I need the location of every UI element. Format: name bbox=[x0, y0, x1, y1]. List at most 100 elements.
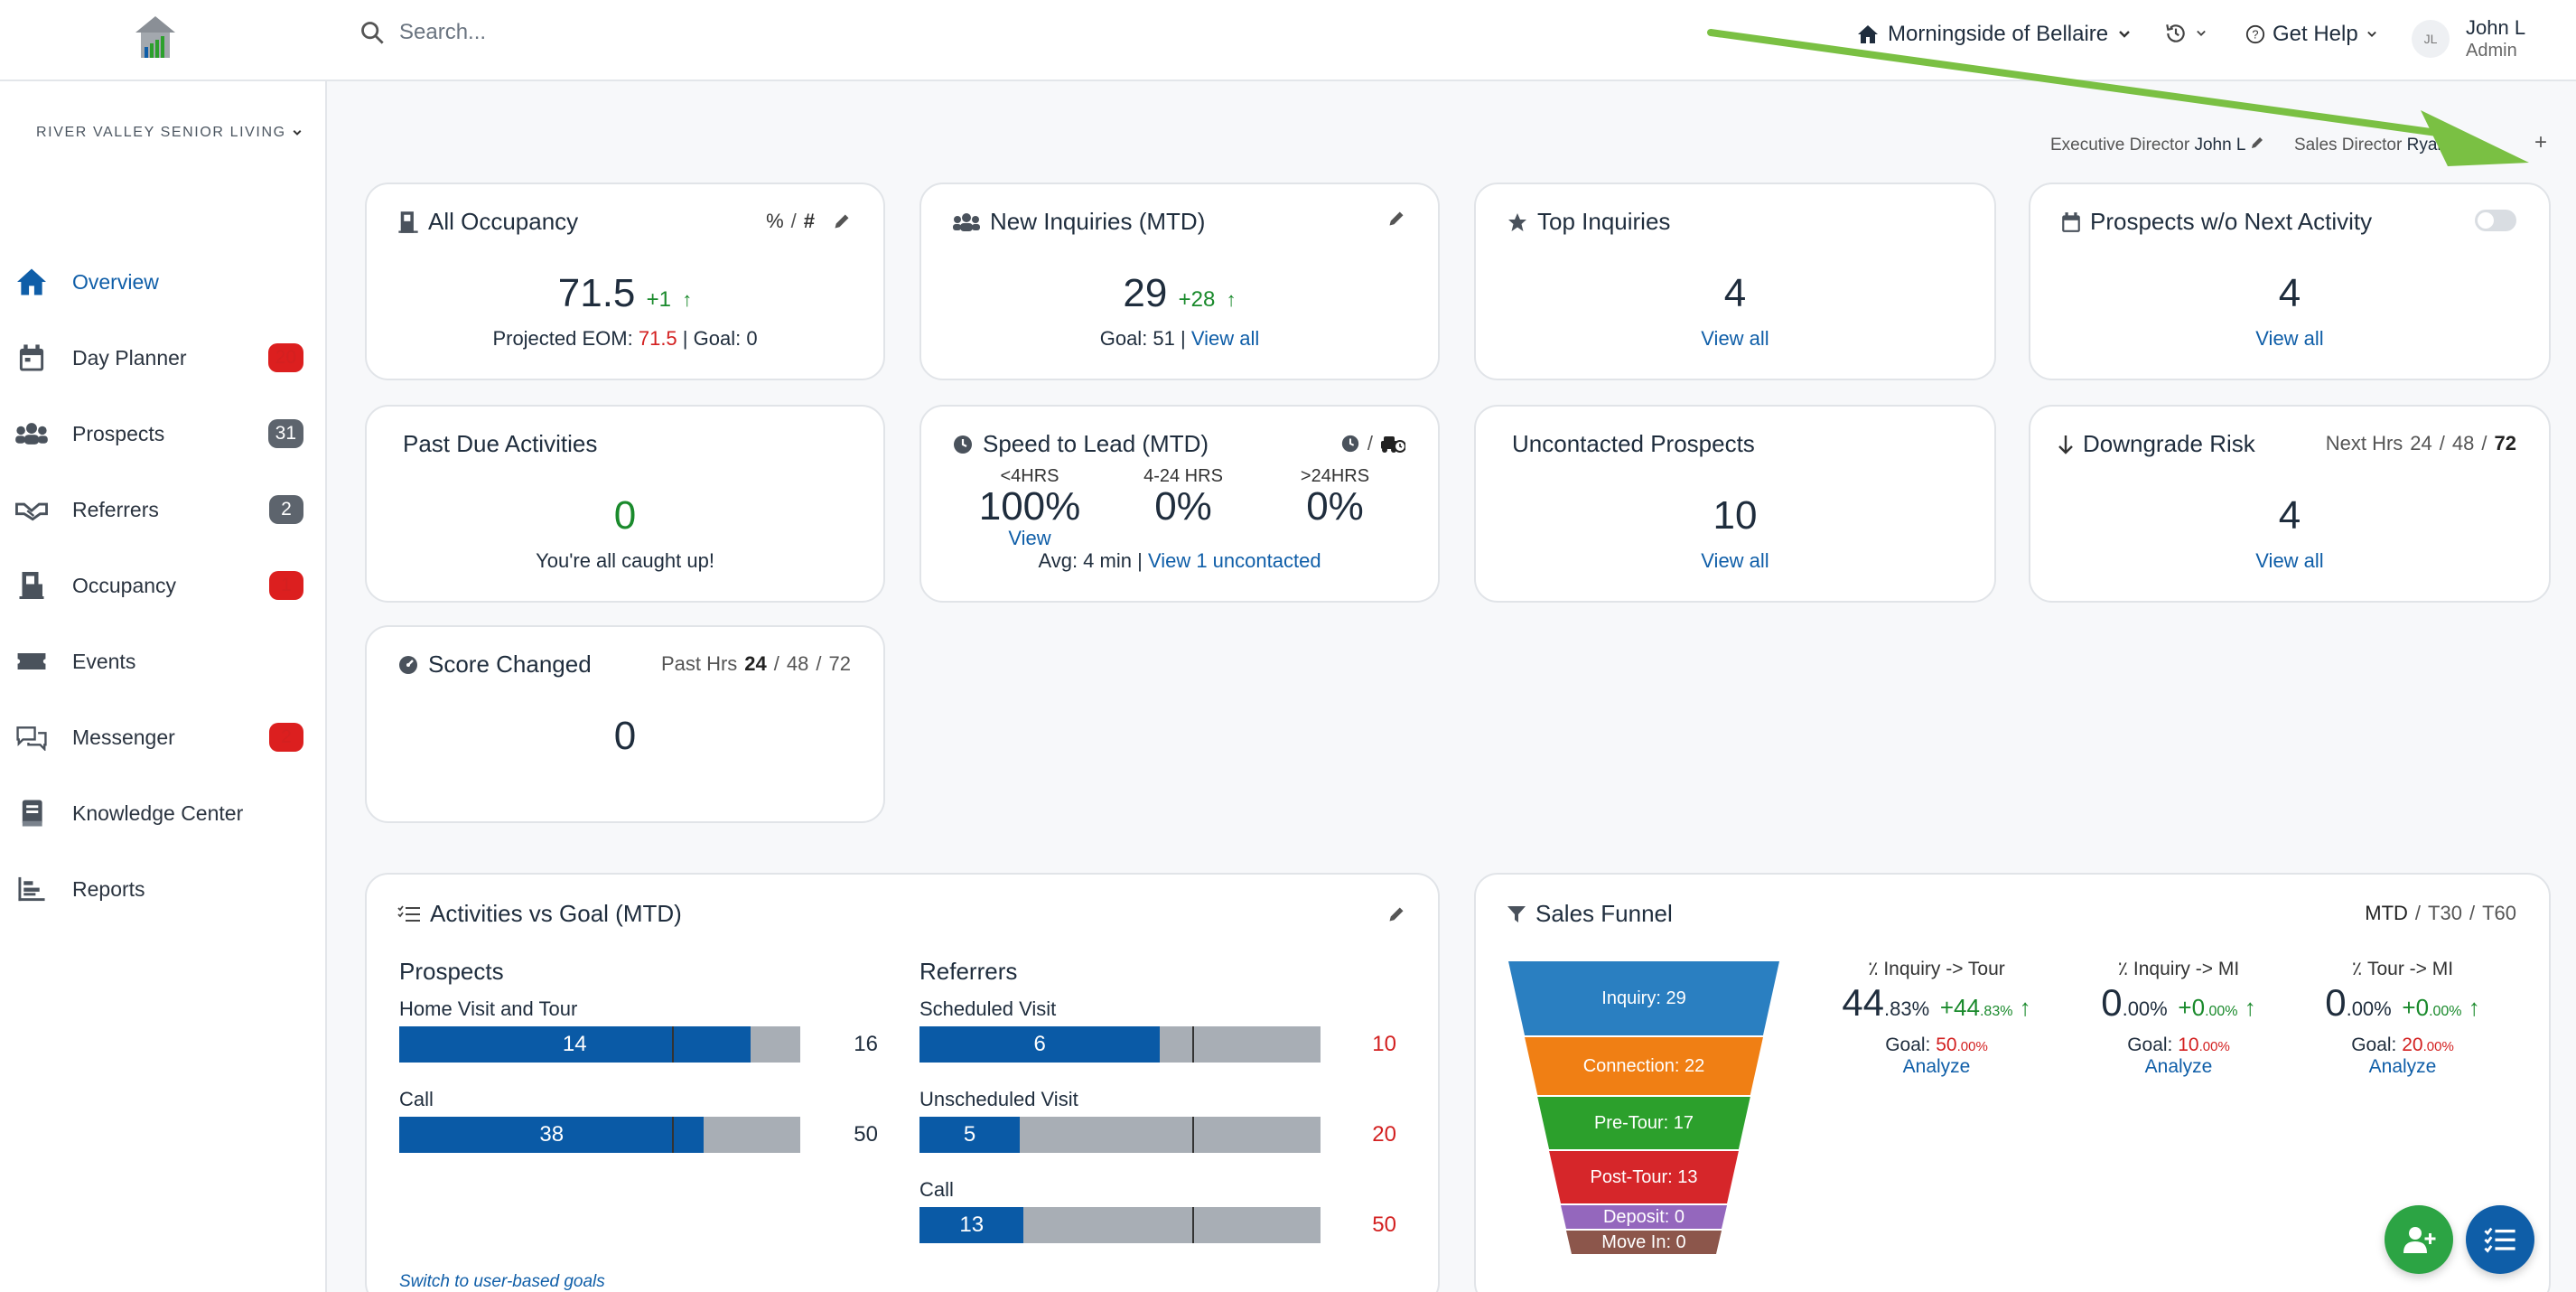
funnel-stage[interactable]: Post-Tour: 13 bbox=[1549, 1151, 1739, 1203]
hours-option[interactable]: 72 bbox=[828, 652, 851, 675]
logo[interactable] bbox=[130, 13, 181, 63]
projected-label: Projected EOM: bbox=[492, 327, 633, 350]
conversion-value: 0.00% +0.00% ↑ bbox=[2285, 980, 2520, 1035]
activity-label: Scheduled Visit bbox=[919, 997, 1057, 1020]
hours-option[interactable]: 24 bbox=[2410, 432, 2432, 454]
top-bar: Search... Morningside of Bellaire ? Get … bbox=[0, 0, 2576, 81]
conversion-goal: Goal: 50.00% bbox=[1819, 1035, 2054, 1056]
count-badge: 1 bbox=[269, 571, 303, 600]
ticket-icon bbox=[14, 644, 49, 679]
column-header: >24HRS bbox=[1300, 466, 1370, 486]
delta-dec: .00% bbox=[2205, 1004, 2238, 1019]
percent-toggle[interactable]: % bbox=[766, 210, 784, 232]
funnel-stage[interactable]: Move In: 0 bbox=[1565, 1231, 1722, 1254]
users-icon bbox=[14, 417, 49, 451]
view-link[interactable]: View bbox=[1008, 527, 1051, 549]
task-list-button[interactable] bbox=[2466, 1205, 2534, 1274]
community-selector[interactable]: Morningside of Bellaire bbox=[1857, 22, 2132, 47]
arrow-down-icon bbox=[2058, 435, 2073, 454]
car-clock-icon[interactable] bbox=[1380, 434, 1405, 454]
add-director-button[interactable]: + bbox=[2534, 130, 2548, 154]
value-int: 0 bbox=[2101, 981, 2123, 1024]
funnel-stage[interactable]: Inquiry: 29 bbox=[1508, 961, 1779, 1035]
occupancy-value-row: 71.5 +1 ↑ bbox=[367, 271, 883, 316]
hours-selector: Past Hrs 24 / 48 / 72 bbox=[661, 652, 851, 676]
org-selector[interactable]: RIVER VALLEY SENIOR LIVING bbox=[36, 125, 303, 141]
inquiries-delta: +28 bbox=[1178, 287, 1216, 312]
score-changed-card: Score Changed Past Hrs 24 / 48 / 72 0 bbox=[365, 625, 885, 823]
card-title: Prospects w/o Next Activity bbox=[2061, 208, 2372, 236]
sidebar-item-label: Referrers bbox=[72, 497, 159, 521]
search-input[interactable]: Search... bbox=[399, 20, 487, 44]
conversion-inquiry-tour: ٪ Inquiry -> Tour 44.83% +44.83% ↑ Goal:… bbox=[1819, 958, 2054, 1078]
pencil-icon[interactable] bbox=[1387, 210, 1405, 228]
executive-director[interactable]: Executive Director John L bbox=[2050, 136, 2264, 155]
analyze-link[interactable]: Analyze bbox=[1902, 1056, 1971, 1077]
funnel-stage[interactable]: Deposit: 0 bbox=[1560, 1205, 1728, 1229]
count-toggle[interactable]: # bbox=[803, 210, 815, 232]
view-all-link[interactable]: View all bbox=[2255, 327, 2324, 350]
hours-option[interactable]: 48 bbox=[786, 652, 809, 675]
goal-label: Goal: bbox=[2127, 1035, 2173, 1055]
add-prospect-button[interactable] bbox=[2385, 1205, 2453, 1274]
view-uncontacted-link[interactable]: View 1 uncontacted bbox=[1147, 549, 1321, 572]
community-name: Morningside of Bellaire bbox=[1888, 22, 2109, 46]
percent-icon: ٪ bbox=[2351, 959, 2367, 979]
user-menu[interactable]: JL John L Admin bbox=[2412, 16, 2525, 61]
uncontacted-card: Uncontacted Prospects 10 View all bbox=[1474, 405, 1996, 603]
card-title-text: New Inquiries (MTD) bbox=[990, 208, 1206, 235]
projected-value: 71.5 bbox=[638, 327, 677, 350]
activity-goal: 10 bbox=[1372, 1032, 1396, 1056]
goal-int: 50 bbox=[1936, 1035, 1957, 1055]
pencil-icon[interactable] bbox=[2250, 136, 2264, 150]
hours-option-selected[interactable]: 24 bbox=[744, 652, 767, 675]
sales-director-label: Sales Director bbox=[2294, 136, 2403, 154]
caught-up-message: You're all caught up! bbox=[536, 549, 714, 572]
sidebar-item-overview[interactable]: Overview bbox=[0, 253, 327, 311]
view-all-link[interactable]: View all bbox=[1190, 327, 1260, 350]
hours-option-selected[interactable]: 72 bbox=[2494, 432, 2516, 454]
history-menu[interactable] bbox=[2164, 22, 2207, 45]
period-option[interactable]: T60 bbox=[2482, 902, 2516, 924]
analyze-link[interactable]: Analyze bbox=[2368, 1056, 2437, 1077]
search-box[interactable]: Search... bbox=[359, 20, 486, 45]
sidebar-item-messenger[interactable]: Messenger 2 bbox=[0, 708, 327, 766]
sidebar-item-reports[interactable]: Reports bbox=[0, 860, 327, 918]
sidebar-item-events[interactable]: Events bbox=[0, 632, 327, 690]
sidebar-item-day-planner[interactable]: Day Planner 20 bbox=[0, 329, 327, 387]
pencil-icon[interactable] bbox=[833, 212, 851, 230]
analyze-link[interactable]: Analyze bbox=[2144, 1056, 2213, 1077]
funnel-stage[interactable]: Pre-Tour: 17 bbox=[1537, 1097, 1750, 1149]
funnel-stage[interactable]: Connection: 22 bbox=[1525, 1037, 1763, 1095]
goal-marker bbox=[1192, 1207, 1194, 1243]
svg-text:?: ? bbox=[2252, 28, 2258, 42]
delta-int: +0 bbox=[2178, 994, 2206, 1021]
view-all-link[interactable]: View all bbox=[1701, 327, 1769, 350]
filter-toggle[interactable] bbox=[2475, 210, 2516, 231]
handshake-icon bbox=[14, 492, 49, 527]
activity-goal: 16 bbox=[854, 1032, 878, 1056]
sidebar-item-knowledge-center[interactable]: Knowledge Center bbox=[0, 784, 327, 842]
period-selector: MTD / T30 / T60 bbox=[2365, 902, 2516, 925]
view-all-link[interactable]: View all bbox=[1701, 549, 1769, 572]
view-all-link[interactable]: View all bbox=[2255, 549, 2324, 572]
get-help-menu[interactable]: ? Get Help bbox=[2245, 22, 2378, 47]
switch-user-goals-link[interactable]: Switch to user-based goals bbox=[399, 1272, 605, 1291]
period-option[interactable]: T30 bbox=[2428, 902, 2462, 924]
goal-marker bbox=[1192, 1026, 1194, 1063]
period-option-selected[interactable]: MTD bbox=[2365, 902, 2408, 924]
sidebar-item-referrers[interactable]: Referrers 2 bbox=[0, 481, 327, 538]
sidebar-item-label: Day Planner bbox=[72, 345, 187, 370]
toggle-switch[interactable] bbox=[2475, 210, 2516, 231]
sidebar-item-occupancy[interactable]: Occupancy 1 bbox=[0, 557, 327, 614]
calendar-icon bbox=[14, 341, 49, 375]
activity-label: Call bbox=[399, 1088, 434, 1110]
goal-dec: .00% bbox=[2422, 1039, 2454, 1054]
delta-int: +0 bbox=[2402, 994, 2430, 1021]
pencil-icon[interactable] bbox=[1387, 905, 1405, 923]
hours-option[interactable]: 48 bbox=[2451, 432, 2475, 454]
sidebar-item-prospects[interactable]: Prospects 31 bbox=[0, 405, 327, 463]
activity-progress-bar: 14 bbox=[399, 1026, 800, 1063]
value-int: 0 bbox=[2325, 981, 2347, 1024]
clock-icon[interactable] bbox=[1340, 434, 1360, 454]
